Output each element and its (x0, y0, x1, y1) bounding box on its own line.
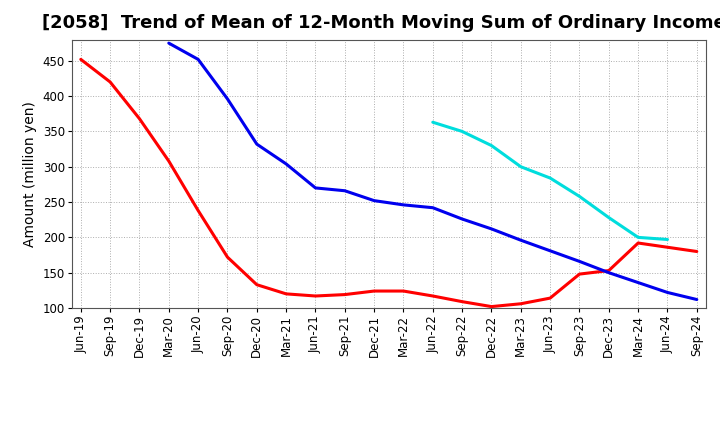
Y-axis label: Amount (million yen): Amount (million yen) (23, 101, 37, 247)
Title: [2058]  Trend of Mean of 12-Month Moving Sum of Ordinary Incomes: [2058] Trend of Mean of 12-Month Moving … (42, 15, 720, 33)
Legend: 3 Years, 5 Years, 7 Years, 10 Years: 3 Years, 5 Years, 7 Years, 10 Years (186, 434, 591, 440)
